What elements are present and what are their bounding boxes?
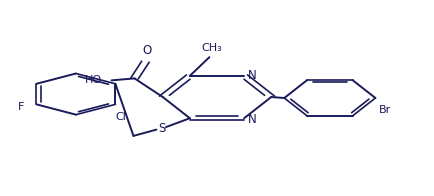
Text: Cl: Cl [115,112,126,122]
Text: S: S [158,122,165,134]
Text: N: N [247,113,256,125]
Text: Br: Br [379,105,391,115]
Text: CH₃: CH₃ [201,43,222,53]
Text: O: O [142,44,152,57]
Text: N: N [247,69,256,82]
Text: F: F [18,102,24,112]
Text: HO: HO [85,75,102,85]
